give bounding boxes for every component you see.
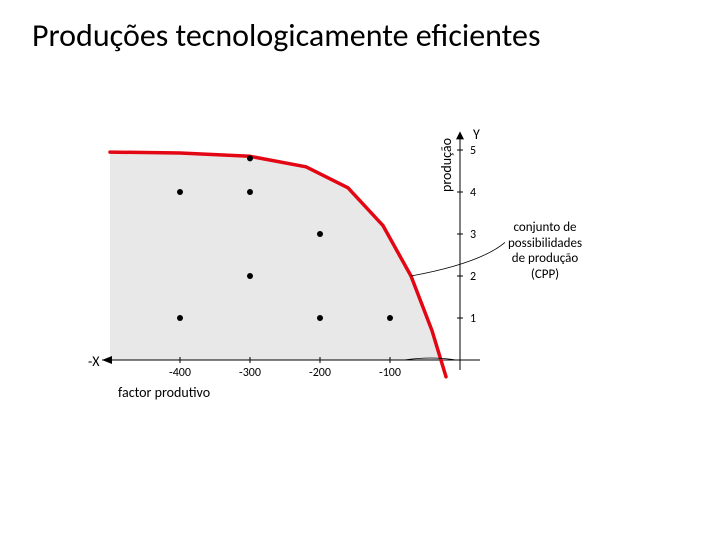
callout-line-4: (CPP): [531, 267, 559, 282]
feasible-region: [110, 152, 439, 360]
data-point: [247, 189, 253, 195]
x-axis-arrow: [102, 356, 112, 364]
data-point: [247, 273, 253, 279]
data-point: [317, 315, 323, 321]
x-tick-label: -400: [169, 366, 191, 380]
data-point: [177, 189, 183, 195]
x-tick-label: -200: [309, 366, 331, 380]
data-point: [247, 155, 253, 161]
y-tick-label: 1: [470, 312, 476, 326]
x-tick-label: -100: [379, 366, 401, 380]
cpp-callout: conjunto de possibilidades de produção (…: [490, 220, 600, 282]
page-title: Produções tecnologicamente eficientes: [32, 18, 540, 53]
chart-container: -400 -300 -200 -100 1 2 3 4 5 produção Y -X fact…: [60, 120, 620, 460]
y-tick-label: 5: [470, 144, 476, 158]
y-tick-label: 4: [470, 186, 476, 200]
data-point: [177, 315, 183, 321]
x-tick-label: -300: [239, 366, 261, 380]
y-axis-letter: Y: [473, 126, 480, 143]
data-point: [387, 315, 393, 321]
y-tick-label: 2: [470, 270, 476, 284]
data-point: [317, 231, 323, 237]
callout-line-1: conjunto de: [513, 220, 576, 235]
callout-line-3: de produção: [512, 251, 578, 266]
y-axis-title: produção: [438, 138, 455, 192]
y-tick-label: 3: [470, 228, 476, 242]
callout-line-2: possibilidades: [508, 236, 582, 251]
y-axis-arrow: [456, 131, 464, 139]
x-axis-letter: -X: [88, 353, 100, 370]
x-axis-title: factor produtivo: [118, 384, 210, 401]
